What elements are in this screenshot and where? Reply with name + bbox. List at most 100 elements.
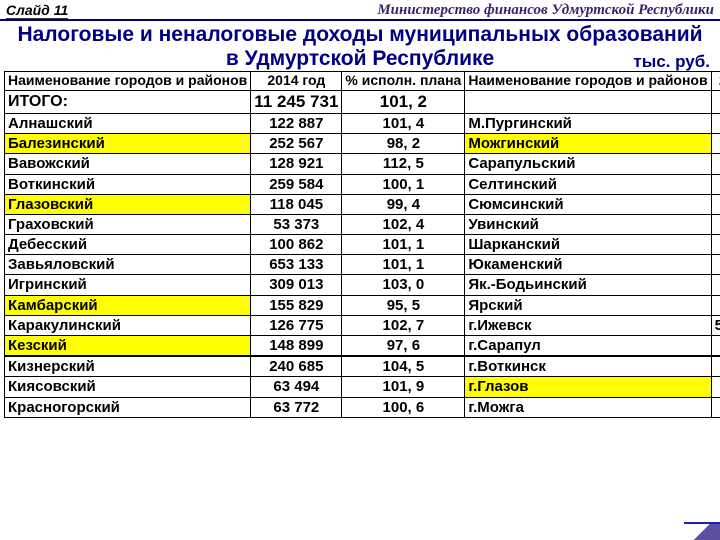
cell-name: Можгинский xyxy=(465,134,711,154)
cell-name: г.Глазов xyxy=(465,377,711,397)
cell-pct: 99, 4 xyxy=(342,194,465,214)
cell-pct: 104, 5 xyxy=(342,356,465,377)
table-row: Глазовский118 04599, 4Сюмсинский72 26710… xyxy=(5,194,720,214)
cell-val: 69 596 xyxy=(711,174,720,194)
cell-val: 529 947 xyxy=(711,356,720,377)
title-line-2: в Удмуртской Республике xyxy=(4,47,716,71)
cell-pct: 100, 1 xyxy=(342,174,465,194)
cell-val: 63 494 xyxy=(251,377,342,397)
cell-val: 370 123 xyxy=(711,214,720,234)
cell-name: Балезинский xyxy=(5,134,251,154)
table-row-total: ИТОГО:11 245 731101, 2 xyxy=(5,91,720,114)
cell-name: Камбарский xyxy=(5,295,251,315)
cell-name: г.Воткинск xyxy=(465,356,711,377)
slide-number: Слайд 11 xyxy=(6,2,68,19)
cell-val: 88 598 xyxy=(711,295,720,315)
cell-name: Дебесский xyxy=(5,235,251,255)
cell-val xyxy=(711,91,720,114)
cell-val: 128 921 xyxy=(251,154,342,174)
cell-name: Сарапульский xyxy=(465,154,711,174)
cell-val: 202 718 xyxy=(711,113,720,133)
table-row: Кизнерский240 685104, 5г.Воткинск529 947… xyxy=(5,356,720,377)
cell-val: 53 373 xyxy=(251,214,342,234)
cell-name: Вавожский xyxy=(5,154,251,174)
header-name-right: Наименование городов и районов xyxy=(465,72,711,91)
table-row: Киясовский63 494101, 9г.Глазов383 22699,… xyxy=(5,377,720,397)
cell-val: 653 133 xyxy=(251,255,342,275)
cell-pct: 98, 2 xyxy=(342,134,465,154)
top-bar: Слайд 11 Министерство финансов Удмуртско… xyxy=(0,0,720,21)
cell-name: г.Сарапул xyxy=(465,336,711,357)
cell-name: Алнашский xyxy=(5,113,251,133)
cell-name: Красногорский xyxy=(5,397,251,417)
cell-name: Глазовский xyxy=(5,194,251,214)
table-row: Кезский148 89997, 6г.Сарапул391 696105, … xyxy=(5,336,720,357)
cell-val: 181 332 xyxy=(711,134,720,154)
cell-pct: 101, 1 xyxy=(342,235,465,255)
cell-val: 155 829 xyxy=(251,295,342,315)
header-name-left: Наименование городов и районов xyxy=(5,72,251,91)
cell-pct: 103, 0 xyxy=(342,275,465,295)
title-line-1: Налоговые и неналоговые доходы муниципал… xyxy=(4,23,716,47)
cell-val: 122 887 xyxy=(251,113,342,133)
cell-pct: 95, 5 xyxy=(342,295,465,315)
table-row: Камбарский155 82995, 5Ярский88 598100, 1 xyxy=(5,295,720,315)
header-year-right: 2014 год xyxy=(711,72,720,91)
cell-val: 5 420 480 xyxy=(711,315,720,335)
cell-val: 148 899 xyxy=(251,336,342,357)
cell-name: Каракулинский xyxy=(5,315,251,335)
cell-val: 63 772 xyxy=(251,397,342,417)
table-row: Вавожский128 921112, 5Сарапульский172 81… xyxy=(5,154,720,174)
cell-val: 259 584 xyxy=(251,174,342,194)
cell-name: Сюмсинский xyxy=(465,194,711,214)
cell-pct: 100, 6 xyxy=(342,397,465,417)
cell-val: 182 374 xyxy=(711,397,720,417)
cell-val: 309 013 xyxy=(251,275,342,295)
cell-name: г.Можга xyxy=(465,397,711,417)
cell-name: Юкаменский xyxy=(465,255,711,275)
cell-pct: 101, 4 xyxy=(342,113,465,133)
table-row: Дебесский100 862101, 1Шарканский136 9631… xyxy=(5,235,720,255)
cell-val: 126 775 xyxy=(251,315,342,335)
cell-pct: 102, 7 xyxy=(342,315,465,335)
cell-name: Селтинский xyxy=(465,174,711,194)
cell-name: Кизнерский xyxy=(5,356,251,377)
table-row: Завьяловский653 133101, 1Юкаменский53 21… xyxy=(5,255,720,275)
page-title: Налоговые и неналоговые доходы муниципал… xyxy=(0,21,720,71)
total-name: ИТОГО: xyxy=(5,91,251,114)
corner-decoration xyxy=(684,522,720,540)
cell-pct: 102, 4 xyxy=(342,214,465,234)
cell-name: Завьяловский xyxy=(5,255,251,275)
cell-val: 192 546 xyxy=(711,275,720,295)
cell-val: 72 267 xyxy=(711,194,720,214)
header-pct-left: % исполн. плана xyxy=(342,72,465,91)
cell-name: Шарканский xyxy=(465,235,711,255)
cell-val: 118 045 xyxy=(251,194,342,214)
header-year-left: 2014 год xyxy=(251,72,342,91)
cell-name: Граховский xyxy=(5,214,251,234)
cell-pct: 101, 9 xyxy=(342,377,465,397)
cell-val: 252 567 xyxy=(251,134,342,154)
cell-pct: 97, 6 xyxy=(342,336,465,357)
ministry-label: Министерство финансов Удмуртской Республ… xyxy=(377,2,714,19)
data-table: Наименование городов и районов 2014 год … xyxy=(4,71,720,417)
cell-val: 172 815 xyxy=(711,154,720,174)
cell-name: М.Пургинский xyxy=(465,113,711,133)
cell-val: 53 210 xyxy=(711,255,720,275)
cell-pct: 101, 1 xyxy=(342,255,465,275)
cell-name: г.Ижевск xyxy=(465,315,711,335)
cell-name: Як.-Бодьинский xyxy=(465,275,711,295)
table-row: Игринский309 013103, 0Як.-Бодьинский192 … xyxy=(5,275,720,295)
cell-val: 100 862 xyxy=(251,235,342,255)
cell-name: Увинский xyxy=(465,214,711,234)
cell-pct: 112, 5 xyxy=(342,154,465,174)
total-val: 11 245 731 xyxy=(251,91,342,114)
cell-name: Воткинский xyxy=(5,174,251,194)
cell-name: Ярский xyxy=(465,295,711,315)
table-row: Граховский53 373102, 4Увинский370 123101… xyxy=(5,214,720,234)
table-row: Алнашский122 887101, 4М.Пургинский202 71… xyxy=(5,113,720,133)
cell-name xyxy=(465,91,711,114)
table-container: Наименование городов и районов 2014 год … xyxy=(0,71,720,417)
table-row: Балезинский252 56798, 2Можгинский181 332… xyxy=(5,134,720,154)
table-row: Каракулинский126 775102, 7г.Ижевск5 420 … xyxy=(5,315,720,335)
